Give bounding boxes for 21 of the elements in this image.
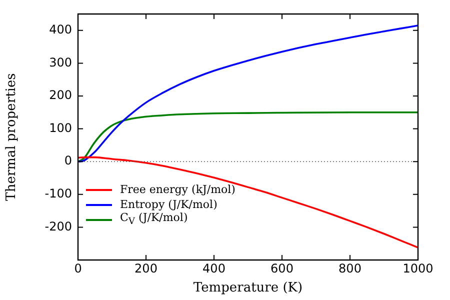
legend-label: Free energy (kJ/mol) bbox=[120, 183, 236, 196]
legend-label: C$_{V}$ (J/K/mol) bbox=[120, 211, 188, 228]
y-tick-label: 200 bbox=[49, 88, 72, 102]
y-axis-title: Thermal properties bbox=[4, 73, 20, 201]
line-series bbox=[78, 156, 418, 248]
line-series bbox=[78, 24, 418, 162]
y-tick-label: -200 bbox=[44, 219, 72, 234]
line-series bbox=[78, 112, 418, 162]
x-tick-label: 400 bbox=[202, 261, 226, 276]
x-tick-label: 0 bbox=[74, 261, 82, 276]
y-tick-label: 300 bbox=[49, 55, 72, 70]
y-tick-label: 400 bbox=[49, 22, 72, 37]
y-tick-label: 0 bbox=[64, 154, 72, 168]
x-tick-label: 800 bbox=[338, 261, 362, 276]
x-tick-label: 600 bbox=[270, 261, 294, 276]
y-tick-label: 100 bbox=[49, 120, 72, 135]
x-tick-label: 1000 bbox=[402, 261, 434, 276]
legend-label: Entropy (J/K/mol) bbox=[120, 198, 218, 211]
y-tick-label: -100 bbox=[44, 186, 72, 201]
x-tick-label: 200 bbox=[134, 261, 158, 276]
x-axis-title: Temperature (K) bbox=[193, 280, 303, 296]
